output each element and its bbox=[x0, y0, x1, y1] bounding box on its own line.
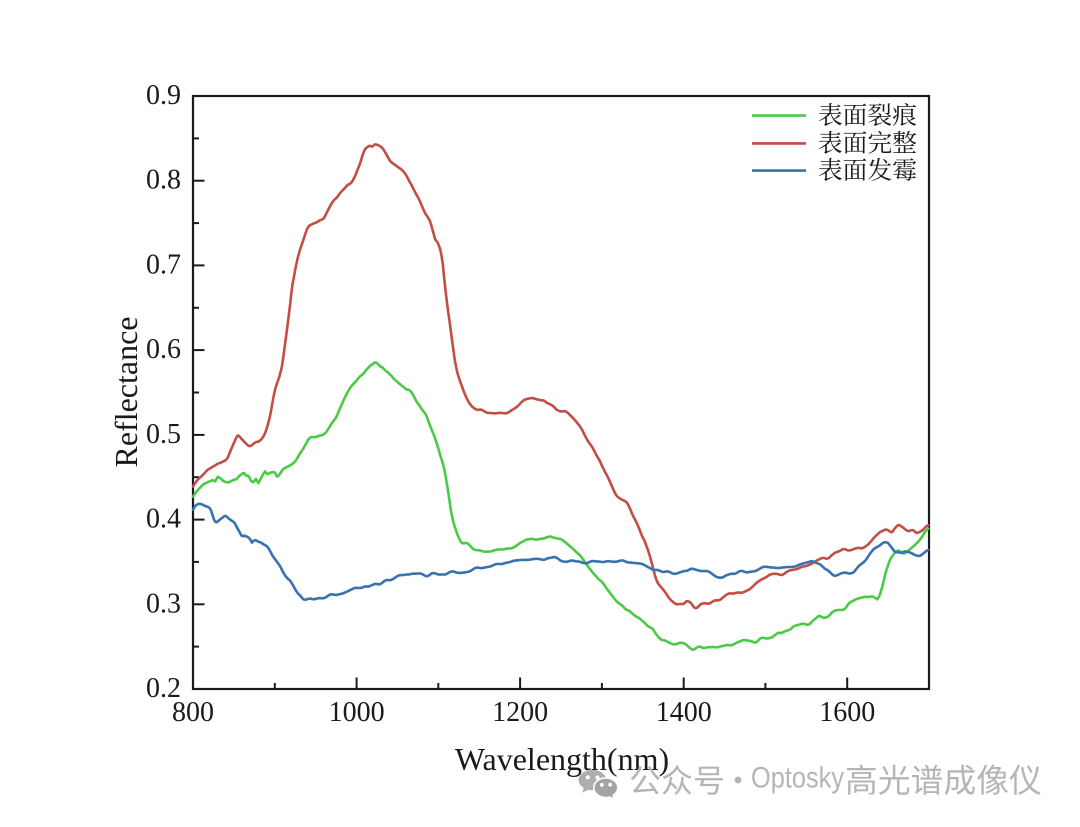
svg-text:0.2: 0.2 bbox=[146, 673, 181, 704]
svg-text:0.7: 0.7 bbox=[146, 249, 181, 280]
svg-text:800: 800 bbox=[172, 697, 214, 728]
svg-text:0.6: 0.6 bbox=[146, 334, 181, 365]
svg-text:0.3: 0.3 bbox=[146, 588, 181, 619]
svg-text:Reflectance: Reflectance bbox=[108, 317, 144, 468]
svg-text:1200: 1200 bbox=[492, 697, 548, 728]
svg-text:1400: 1400 bbox=[656, 697, 712, 728]
svg-text:0.9: 0.9 bbox=[146, 80, 181, 111]
svg-text:0.5: 0.5 bbox=[146, 419, 181, 450]
svg-text:1600: 1600 bbox=[819, 697, 875, 728]
svg-text:Optosky: Optosky bbox=[751, 762, 844, 795]
svg-text:0.8: 0.8 bbox=[146, 165, 181, 196]
svg-text:0.4: 0.4 bbox=[146, 504, 181, 535]
svg-text:1000: 1000 bbox=[329, 697, 385, 728]
svg-text:Wavelength(nm): Wavelength(nm) bbox=[455, 741, 669, 777]
